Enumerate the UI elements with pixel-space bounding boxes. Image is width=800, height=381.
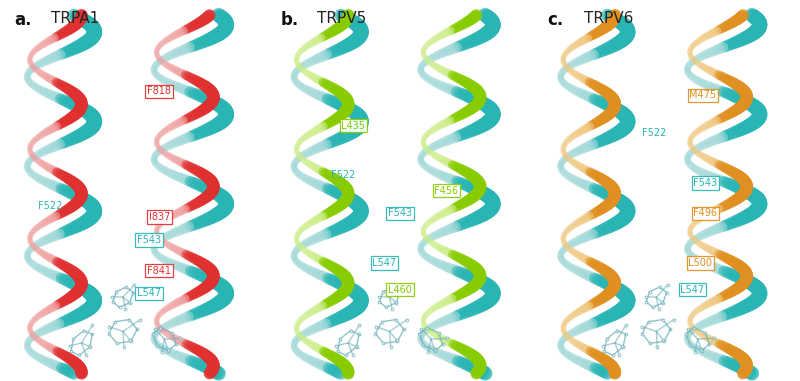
Text: L547: L547: [681, 285, 705, 295]
Text: F496: F496: [694, 208, 718, 218]
Text: b.: b.: [281, 11, 299, 29]
Text: I837: I837: [149, 212, 170, 222]
Text: L435: L435: [342, 121, 366, 131]
Text: F522: F522: [642, 128, 666, 138]
Text: L547: L547: [137, 288, 161, 298]
Text: F456: F456: [434, 186, 458, 195]
Text: F818: F818: [147, 86, 171, 96]
Text: L500: L500: [688, 258, 712, 268]
Text: TRPA1: TRPA1: [50, 11, 99, 26]
Text: L547: L547: [373, 258, 397, 268]
Text: M475: M475: [690, 90, 717, 100]
Text: L460: L460: [388, 285, 412, 295]
Text: F522: F522: [38, 201, 62, 211]
Text: F543: F543: [388, 208, 412, 218]
Text: TRPV5: TRPV5: [318, 11, 366, 26]
Text: F522: F522: [331, 170, 355, 180]
Text: TRPV6: TRPV6: [584, 11, 634, 26]
Text: F543: F543: [137, 235, 161, 245]
Text: F543: F543: [694, 178, 718, 188]
Text: F841: F841: [147, 266, 171, 275]
Text: a.: a.: [14, 11, 32, 29]
Text: c.: c.: [548, 11, 564, 29]
